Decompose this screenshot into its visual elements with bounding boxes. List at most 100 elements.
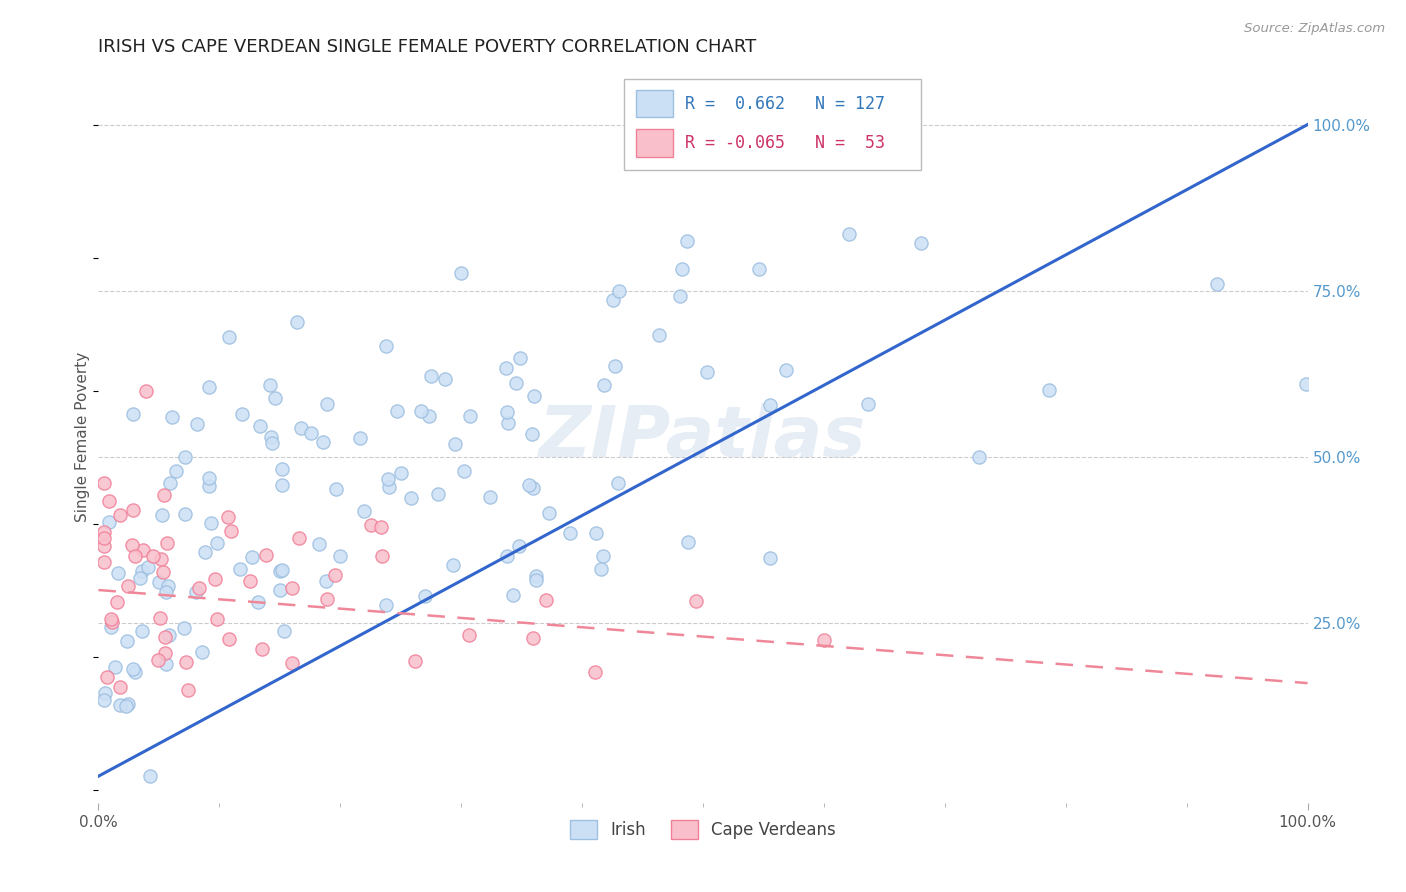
Point (353, 504, 375, 518)
Point (502, 588, 524, 602)
Point (858, 396, 880, 410)
Point (250, 641, 273, 656)
Point (148, 574, 170, 589)
Point (149, 611, 172, 625)
Point (495, 360, 517, 375)
Point (524, 569, 547, 583)
Point (524, 573, 547, 587)
Point (558, 526, 581, 541)
Point (496, 417, 519, 431)
Point (450, 266, 472, 280)
Point (325, 567, 347, 582)
Point (260, 436, 283, 450)
Point (198, 471, 221, 485)
Point (218, 330, 240, 344)
Point (418, 409, 440, 423)
Point (281, 581, 304, 595)
Point (585, 526, 607, 541)
Point (269, 582, 291, 597)
Point (271, 461, 294, 475)
Point (312, 435, 335, 450)
Point (165, 464, 187, 478)
Point (537, 506, 560, 520)
Point (146, 653, 169, 667)
Point (813, 632, 835, 647)
Point (100, 619, 122, 633)
Point (156, 579, 179, 593)
Point (139, 769, 162, 783)
Point (1295, 376, 1317, 391)
Point (522, 481, 544, 495)
Point (370, 520, 392, 534)
Y-axis label: Single Female Poverty: Single Female Poverty (75, 352, 90, 522)
Point (349, 431, 371, 445)
Point (434, 372, 457, 386)
Point (374, 338, 396, 352)
Point (378, 480, 401, 494)
Point (775, 363, 797, 377)
Point (205, 612, 228, 626)
Point (173, 507, 195, 521)
Point (173, 621, 195, 635)
Point (404, 655, 426, 669)
Point (290, 421, 312, 435)
Point (602, 293, 624, 307)
Point (128, 571, 150, 585)
Text: R = -0.065   N =  53: R = -0.065 N = 53 (685, 134, 884, 152)
Point (271, 477, 294, 491)
Point (583, 665, 606, 679)
Point (389, 466, 412, 480)
Point (121, 662, 143, 676)
Point (637, 137, 659, 152)
Point (239, 574, 262, 588)
Point (205, 536, 228, 550)
Point (121, 539, 143, 553)
Point (177, 682, 200, 697)
Point (671, 261, 693, 276)
Point (285, 315, 308, 329)
Point (131, 565, 153, 579)
Point (198, 479, 221, 493)
Point (299, 426, 322, 441)
Point (607, 285, 630, 299)
Point (150, 508, 173, 522)
Point (96, 670, 118, 684)
Text: ZIPatlas: ZIPatlas (540, 402, 866, 472)
Point (104, 660, 127, 674)
Point (1206, 277, 1229, 291)
Point (122, 407, 145, 421)
Point (281, 657, 304, 671)
Point (105, 595, 128, 609)
Point (419, 369, 441, 384)
Point (219, 524, 242, 538)
Point (108, 508, 131, 523)
Point (187, 581, 209, 595)
Point (287, 531, 309, 545)
Point (100, 612, 122, 626)
Point (155, 585, 177, 599)
Point (107, 566, 129, 581)
Point (93, 693, 115, 707)
Point (259, 377, 281, 392)
Point (135, 384, 157, 398)
Point (316, 397, 339, 411)
FancyBboxPatch shape (624, 78, 921, 170)
Point (186, 417, 208, 432)
Point (593, 378, 616, 392)
Point (200, 516, 222, 531)
Point (94, 685, 117, 699)
Point (273, 624, 295, 638)
Point (520, 427, 543, 442)
Point (121, 503, 143, 517)
Point (93, 531, 115, 545)
Point (453, 464, 475, 478)
Point (759, 398, 782, 412)
Point (592, 549, 614, 563)
Point (108, 680, 131, 694)
Point (271, 563, 294, 577)
Point (910, 236, 932, 251)
Point (523, 388, 546, 402)
Point (517, 478, 540, 492)
Point (97, 494, 120, 508)
Point (534, 593, 557, 607)
